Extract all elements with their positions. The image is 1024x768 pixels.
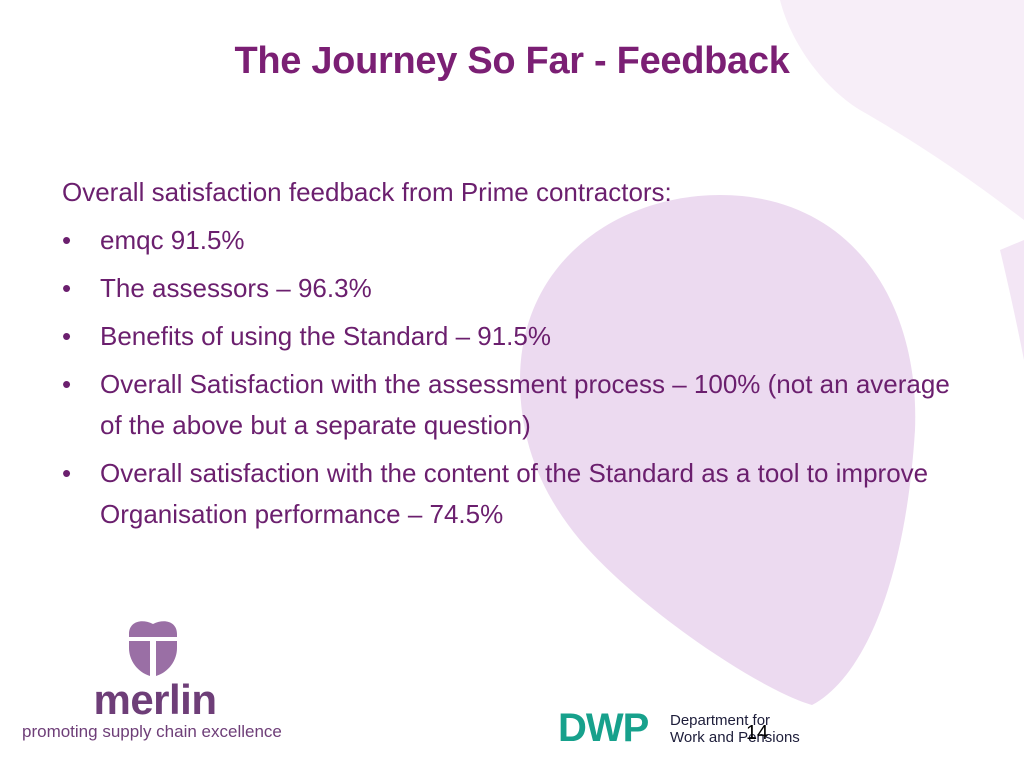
- bullet-item: • Benefits of using the Standard – 91.5%: [62, 316, 962, 357]
- bullet-text: Overall Satisfaction with the assessment…: [100, 369, 950, 440]
- slide-title: The Journey So Far - Feedback: [234, 40, 790, 82]
- bullet-item: • The assessors – 96.3%: [62, 268, 962, 309]
- bullet-icon: •: [62, 225, 72, 255]
- bullet-list: • emqc 91.5% • The assessors – 96.3% • B…: [62, 220, 962, 535]
- bullet-item: • emqc 91.5%: [62, 220, 962, 261]
- bullet-item: • Overall satisfaction with the content …: [62, 453, 962, 535]
- page-number: 14: [746, 722, 769, 744]
- bullet-text: Benefits of using the Standard – 91.5%: [100, 321, 551, 351]
- bullet-icon: •: [62, 458, 72, 488]
- dwp-department-name: Department for Work and Pensions: [670, 712, 800, 746]
- merlin-heart-icon: [129, 621, 177, 676]
- bullet-icon: •: [62, 369, 72, 399]
- slide-body: Overall satisfaction feedback from Prime…: [62, 172, 962, 542]
- bullet-item: • Overall Satisfaction with the assessme…: [62, 364, 962, 446]
- dwp-name-line-1: Department for: [670, 712, 771, 729]
- intro-text: Overall satisfaction feedback from Prime…: [62, 177, 672, 207]
- bullet-text: emqc 91.5%: [100, 225, 245, 255]
- merlin-logo: merlin promoting supply chain excellence: [22, 618, 292, 748]
- bullet-text: Overall satisfaction with the content of…: [100, 458, 929, 529]
- dwp-acronym: DWP: [558, 706, 649, 750]
- merlin-tagline: promoting supply chain excellence: [22, 722, 282, 741]
- dwp-logo: DWP Department for Work and Pensions: [558, 706, 818, 752]
- bullet-icon: •: [62, 321, 72, 351]
- dwp-name-line-2: Work and Pensions: [670, 729, 800, 746]
- bullet-icon: •: [62, 273, 72, 303]
- bullet-text: The assessors – 96.3%: [100, 273, 372, 303]
- merlin-wordmark: merlin: [93, 676, 217, 723]
